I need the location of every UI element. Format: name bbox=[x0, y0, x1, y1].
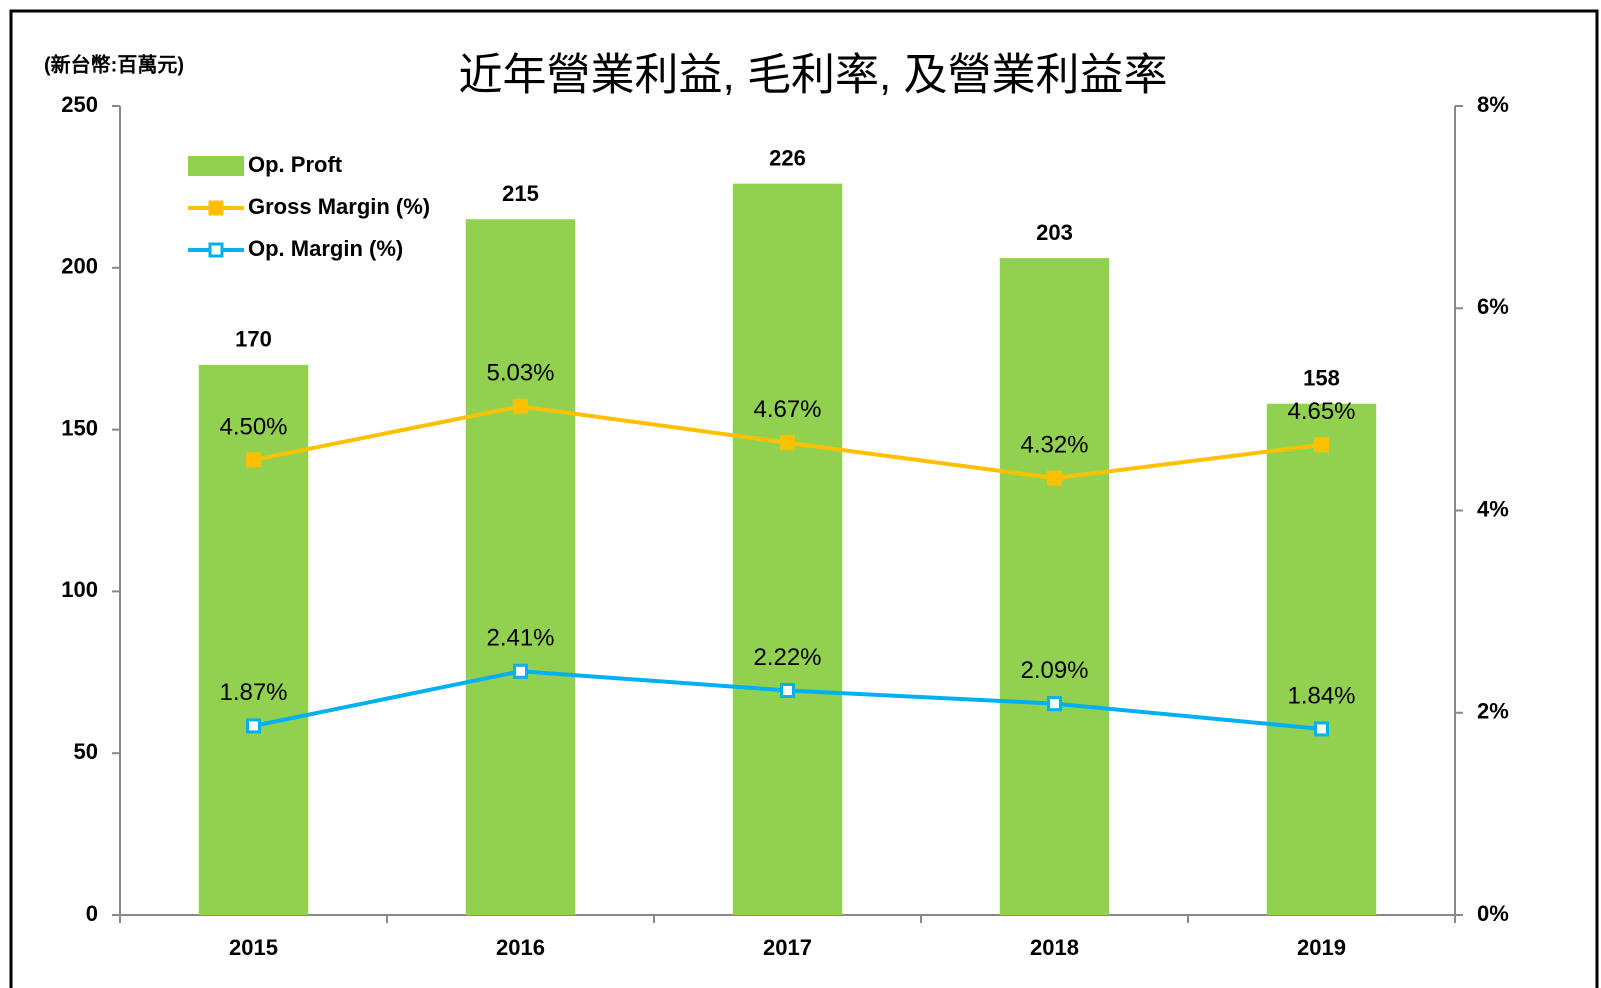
bar bbox=[1266, 403, 1377, 915]
y-tick-label: 100 bbox=[61, 577, 98, 602]
y-tick-label: 200 bbox=[61, 254, 98, 279]
line-value-label: 2.41% bbox=[486, 625, 554, 652]
legend-label: Op. Margin (%) bbox=[248, 236, 403, 261]
bar bbox=[732, 183, 843, 915]
marker bbox=[780, 435, 795, 451]
x-tick-label: 2016 bbox=[496, 935, 545, 960]
x-tick-label: 2019 bbox=[1297, 935, 1346, 960]
marker bbox=[1314, 437, 1329, 453]
bar-value-label: 226 bbox=[769, 145, 806, 170]
marker bbox=[513, 663, 528, 679]
y2-tick-label: 8% bbox=[1477, 92, 1509, 117]
legend-marker bbox=[208, 200, 224, 216]
marker bbox=[1314, 721, 1329, 737]
legend-marker bbox=[208, 242, 224, 258]
bar-value-label: 203 bbox=[1036, 220, 1073, 245]
marker bbox=[1047, 470, 1062, 486]
bar bbox=[198, 364, 309, 915]
y-tick-label: 150 bbox=[61, 415, 98, 440]
legend-label: Gross Margin (%) bbox=[248, 194, 430, 219]
bar bbox=[999, 258, 1110, 915]
chart-title: 近年營業利益, 毛利率, 及營業利益率 bbox=[459, 51, 1168, 100]
x-tick-label: 2018 bbox=[1030, 935, 1079, 960]
line-value-label: 2.09% bbox=[1020, 657, 1088, 684]
marker bbox=[780, 683, 795, 699]
y-tick-label: 0 bbox=[86, 901, 98, 926]
line-value-label: 5.03% bbox=[486, 360, 554, 387]
legend-label: Op. Proft bbox=[248, 152, 343, 177]
line-value-label: 4.32% bbox=[1020, 431, 1088, 458]
line-value-label: 1.84% bbox=[1287, 682, 1355, 709]
marker bbox=[1047, 696, 1062, 712]
bar-value-label: 215 bbox=[502, 181, 539, 206]
line-value-label: 2.22% bbox=[753, 644, 821, 671]
y2-tick-label: 4% bbox=[1477, 496, 1509, 521]
marker bbox=[513, 398, 528, 414]
bar-value-label: 170 bbox=[235, 327, 272, 352]
line-value-label: 1.87% bbox=[219, 679, 287, 706]
frame bbox=[9, 9, 1599, 988]
marker bbox=[246, 718, 261, 734]
y-tick-label: 250 bbox=[61, 92, 98, 117]
line-value-label: 4.67% bbox=[753, 396, 821, 423]
bar bbox=[465, 219, 576, 915]
y-axis-label: (新台幣:百萬元) bbox=[44, 52, 184, 76]
y2-tick-label: 0% bbox=[1477, 901, 1509, 926]
line-value-label: 4.65% bbox=[1287, 398, 1355, 425]
x-tick-label: 2017 bbox=[763, 935, 812, 960]
y2-tick-label: 6% bbox=[1477, 294, 1509, 319]
y-tick-label: 50 bbox=[74, 739, 98, 764]
x-tick-label: 2015 bbox=[229, 935, 278, 960]
marker bbox=[246, 452, 261, 468]
legend-swatch bbox=[188, 156, 244, 176]
bar-value-label: 158 bbox=[1303, 366, 1340, 391]
y2-tick-label: 2% bbox=[1477, 699, 1509, 724]
line-value-label: 4.50% bbox=[219, 413, 287, 440]
